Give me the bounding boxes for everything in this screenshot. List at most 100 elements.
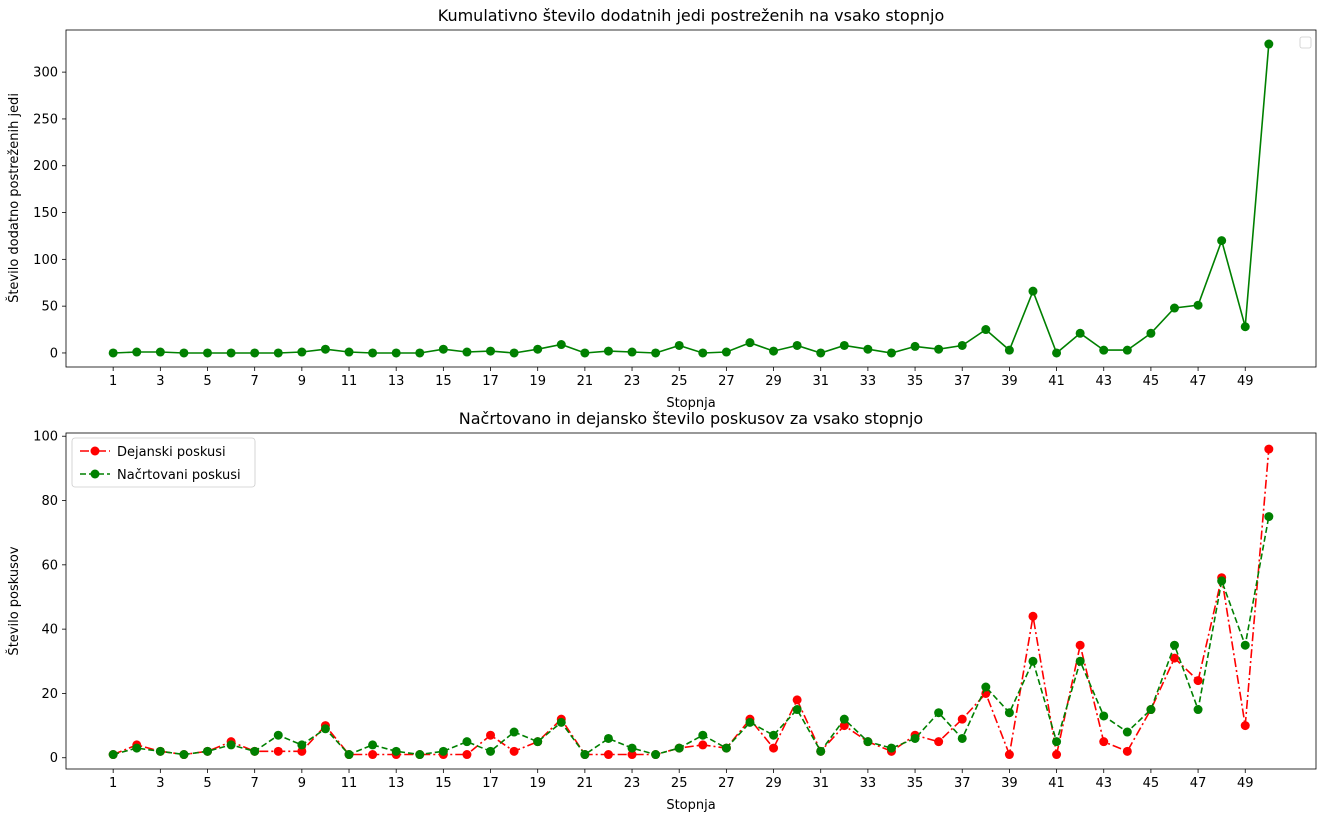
x-tick-label: 29 (765, 374, 782, 389)
x-tick-label: 3 (156, 776, 164, 791)
data-point (1028, 611, 1038, 621)
data-point (344, 347, 354, 357)
data-point (1193, 705, 1203, 715)
y-tick-label: 200 (33, 159, 58, 174)
data-point (273, 730, 283, 740)
data-point (1004, 750, 1014, 760)
y-tick-label: 100 (33, 430, 58, 445)
x-tick-label: 9 (298, 374, 306, 389)
x-tick-label: 37 (954, 776, 971, 791)
data-point (533, 737, 543, 747)
data-point (1122, 727, 1132, 737)
y-tick-label: 50 (41, 300, 58, 315)
axes-layer: 1 3 5 7 9 11 13 15 17 19 21 23 25 27 29 31 33 35 37 39 41 43 4… (33, 430, 1253, 791)
x-axis-label: Stopnja (666, 396, 715, 411)
data-point (250, 746, 260, 756)
data-point (179, 750, 189, 760)
data-point (155, 746, 165, 756)
data-point (934, 344, 944, 354)
data-point (438, 746, 448, 756)
data-point (1240, 322, 1250, 332)
x-tick-label: 9 (298, 776, 306, 791)
x-tick-label: 7 (251, 776, 259, 791)
data-point (462, 737, 472, 747)
data-point (368, 348, 378, 358)
data-point (721, 743, 731, 753)
x-tick-label: 17 (482, 776, 499, 791)
data-point (839, 714, 849, 724)
data-point (792, 695, 802, 705)
data-point (108, 348, 118, 358)
data-point (792, 340, 802, 350)
legend-label-actual: Dejanski poskusi (117, 445, 226, 460)
plot-frame (65, 432, 1317, 770)
x-tick-label: 23 (624, 374, 641, 389)
plot-frame (65, 29, 1317, 368)
legend-label-planned: Načrtovani poskusi (117, 468, 241, 483)
data-point (1217, 576, 1227, 586)
x-tick-label: 21 (577, 374, 594, 389)
data-point (108, 750, 118, 760)
data-point (816, 348, 826, 358)
x-tick-label: 23 (624, 776, 641, 791)
data-point (509, 727, 519, 737)
cumulative-dishes-chart: Kumulativno število dodatnih jedi postre… (6, 6, 1317, 411)
x-tick-label: 41 (1048, 374, 1065, 389)
data-point (1004, 708, 1014, 718)
data-point (486, 730, 496, 740)
x-tick-label: 27 (718, 776, 735, 791)
data-point (698, 740, 708, 750)
chart-title: Kumulativno število dodatnih jedi postre… (438, 6, 945, 25)
x-tick-label: 11 (341, 374, 358, 389)
data-point (250, 348, 260, 358)
x-tick-label: 43 (1095, 374, 1112, 389)
x-tick-label: 29 (765, 776, 782, 791)
y-tick-label: 100 (33, 253, 58, 268)
x-tick-label: 15 (435, 776, 452, 791)
data-point (957, 714, 967, 724)
x-tick-label: 5 (203, 776, 211, 791)
x-tick-label: 17 (482, 374, 499, 389)
data-point (1169, 303, 1179, 313)
data-point (297, 746, 307, 756)
data-point (203, 348, 213, 358)
data-point (886, 348, 896, 358)
x-tick-label: 39 (1001, 374, 1018, 389)
data-point (297, 347, 307, 357)
x-tick-label: 35 (907, 776, 924, 791)
data-point (462, 347, 472, 357)
data-point (769, 743, 779, 753)
x-tick-label: 33 (860, 776, 877, 791)
x-tick-label: 49 (1237, 374, 1254, 389)
y-tick-label: 250 (33, 112, 58, 127)
data-point (792, 705, 802, 715)
data-point (226, 348, 236, 358)
data-point (462, 750, 472, 760)
data-point (556, 717, 566, 727)
data-point (1052, 750, 1062, 760)
data-point (698, 348, 708, 358)
x-tick-label: 3 (156, 374, 164, 389)
data-point (674, 743, 684, 753)
data-point (556, 340, 566, 350)
data-point (486, 346, 496, 356)
data-point (132, 743, 142, 753)
data-point (132, 347, 142, 357)
x-tick-label: 49 (1237, 776, 1254, 791)
y-tick-label: 0 (50, 346, 58, 361)
data-point (1075, 640, 1085, 650)
x-tick-label: 45 (1143, 776, 1160, 791)
data-point (1193, 676, 1203, 686)
x-tick-label: 5 (203, 374, 211, 389)
data-point (1193, 300, 1203, 310)
x-tick-label: 13 (388, 374, 405, 389)
data-point (674, 340, 684, 350)
y-axis-label: Število poskusov (6, 546, 22, 655)
data-point (1028, 656, 1038, 666)
y-tick-label: 60 (41, 558, 58, 573)
data-point (745, 338, 755, 348)
x-tick-label: 25 (671, 776, 688, 791)
x-tick-label: 19 (529, 374, 546, 389)
data-point (1146, 328, 1156, 338)
